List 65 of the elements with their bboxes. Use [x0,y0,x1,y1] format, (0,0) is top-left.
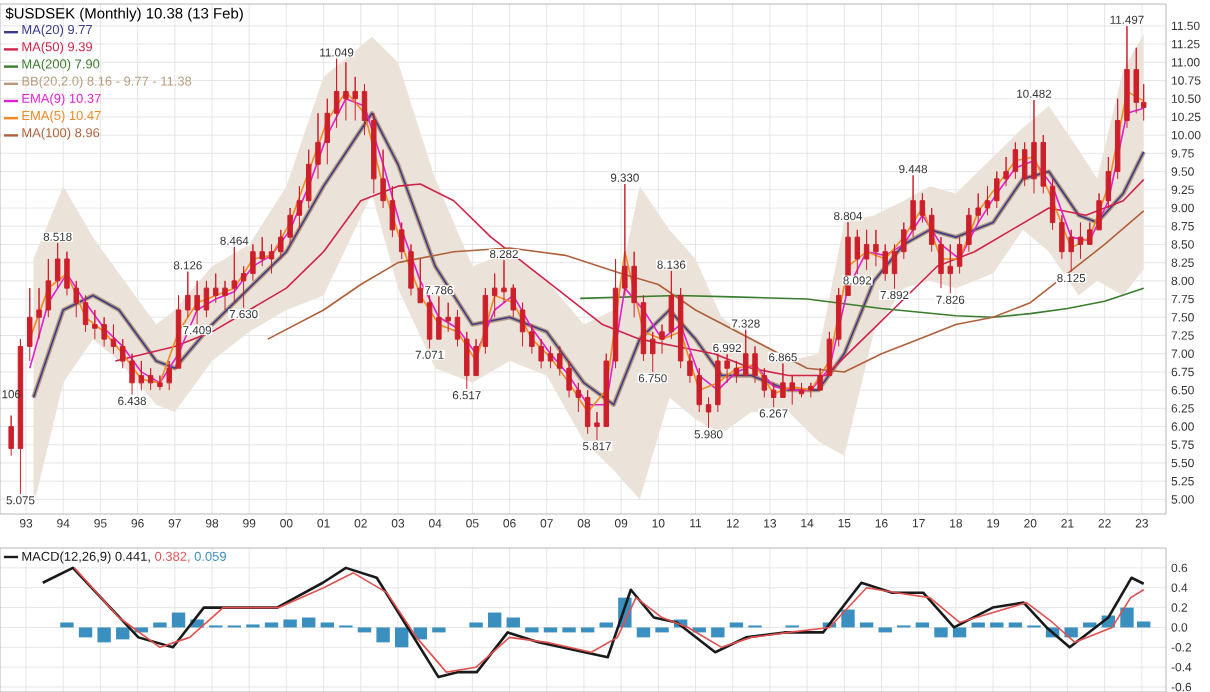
bar [562,627,576,633]
candlestick [110,324,117,355]
bar [1008,622,1023,628]
bar [171,612,186,628]
bar [1064,627,1078,638]
bar [78,627,93,638]
candlestick [454,309,461,347]
bar [915,622,930,628]
bar [283,619,297,628]
bar [990,622,1004,628]
candlestick [1077,222,1084,260]
candlestick [268,243,275,275]
candlestick [426,294,433,350]
bar [599,622,613,628]
bar [264,622,279,628]
bar [692,627,706,633]
bar [97,627,111,643]
candlestick [640,294,647,362]
bar [636,627,651,638]
candlestick [705,396,712,429]
candlestick [175,294,182,369]
bar [859,622,874,628]
candlestick [82,294,89,333]
candlestick [919,192,926,224]
candlestick [1049,178,1056,231]
candlestick [389,185,396,238]
line-series [579,287,1145,319]
bar [971,622,985,628]
bar [487,612,502,628]
bar [711,627,725,638]
candlestick [984,185,991,216]
candlestick [8,415,14,457]
bar [320,622,334,628]
bar [116,627,130,640]
candlestick [863,229,870,271]
bar [841,609,855,628]
candlestick [519,302,526,347]
bar [580,627,595,633]
candlestick [333,58,340,129]
bar [878,627,892,633]
bar [1083,622,1097,628]
candlestick [798,382,805,398]
bar [655,627,669,633]
candlestick [17,338,24,495]
candlestick [203,280,210,318]
bar [469,622,483,628]
bar [153,622,167,628]
candlestick [891,243,898,290]
candlestick [547,345,554,369]
candlestick [956,236,963,275]
bar [525,627,539,633]
candlestick [733,360,740,384]
bar [376,627,390,643]
bar [394,627,409,648]
candlestick [826,331,833,377]
bar [729,622,744,628]
bar [934,627,948,638]
bar [357,627,372,633]
bar [60,622,74,628]
candlestick [296,185,303,231]
candlestick [612,258,619,369]
candlestick [361,83,368,136]
bar [952,627,967,638]
bar [432,627,446,633]
bar [543,627,558,633]
